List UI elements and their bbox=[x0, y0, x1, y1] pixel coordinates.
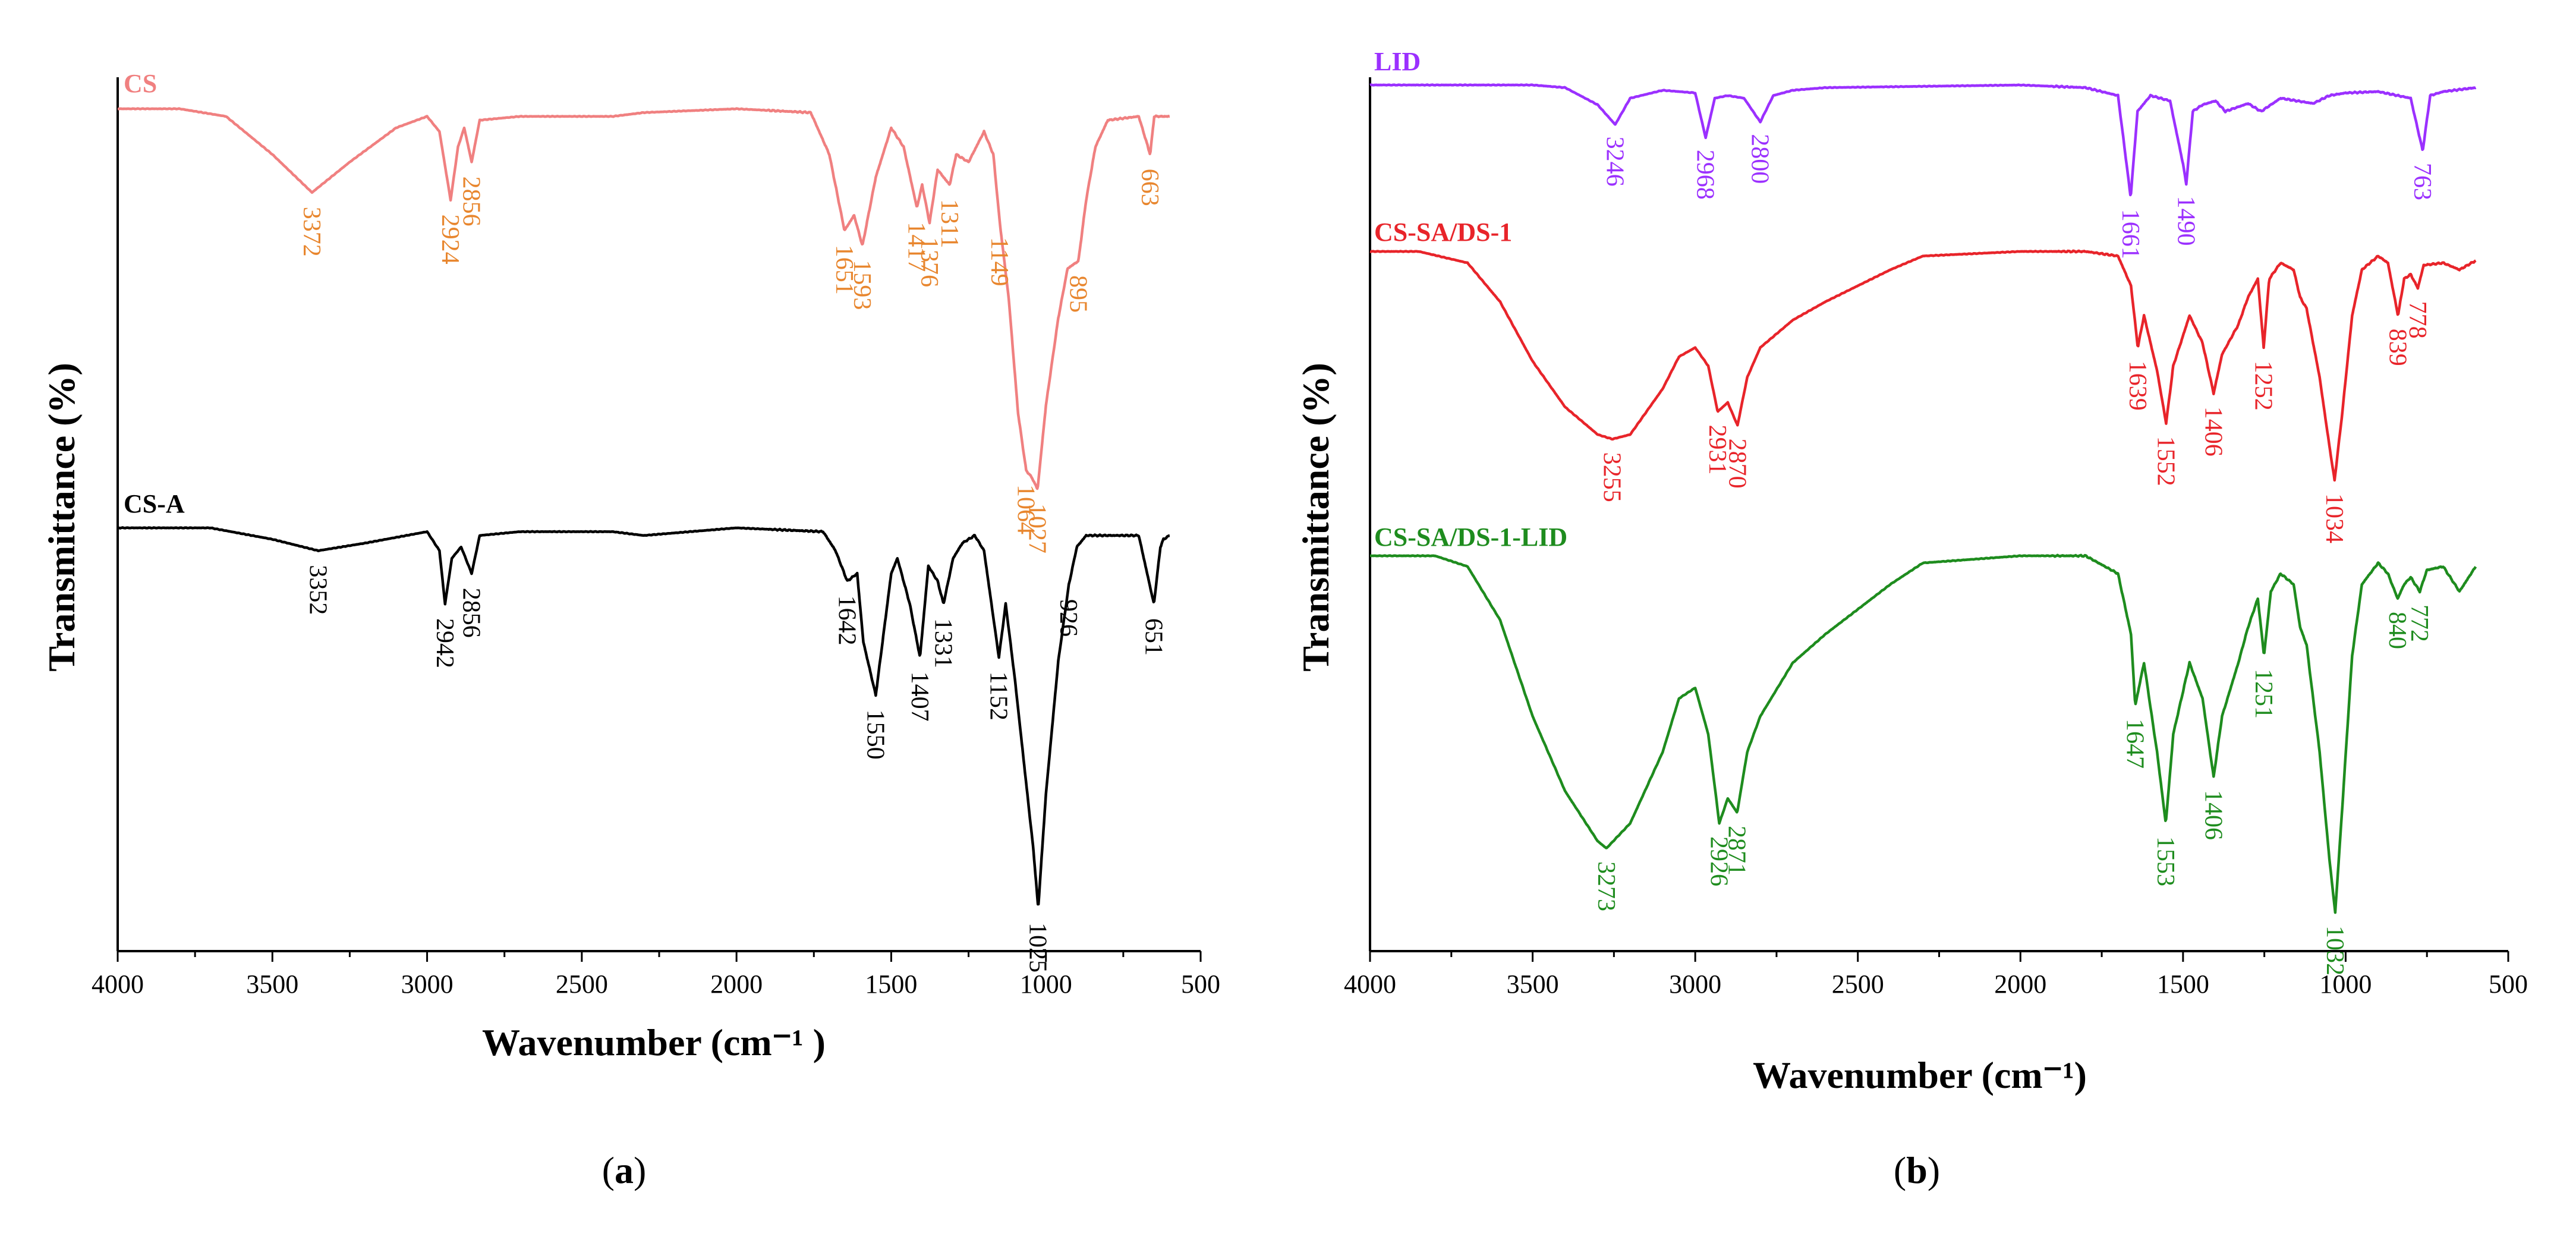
panel-b: 4000 3500 3000 2500 2000 1500 1000 500 LID 3246 2… bbox=[1295, 47, 2528, 1191]
x-ticks-b: 4000 3500 3000 2500 2000 1500 1000 500 bbox=[1344, 951, 2528, 999]
peak-label: 1032 bbox=[2321, 926, 2348, 975]
peak-label: 1642 bbox=[833, 596, 861, 646]
peak-label: 1651 bbox=[830, 245, 858, 295]
spectra-b: LID 3246 2968 2800 1661 1490 763 CS-SA/DS-1 3255… bbox=[1369, 47, 2477, 975]
peak-label: 1550 bbox=[861, 710, 889, 760]
peak-label: 2800 bbox=[1746, 134, 1774, 184]
peak-label: 1639 bbox=[2124, 361, 2151, 411]
peak-label: 1490 bbox=[2172, 196, 2199, 246]
peak-label: 1593 bbox=[848, 260, 876, 310]
spectrum-line-CS-SA/DS-1-LID bbox=[1369, 553, 2477, 914]
peak-label: 1406 bbox=[2199, 790, 2227, 840]
peak-label: 3246 bbox=[1601, 137, 1629, 187]
spectrum-line-CS-SA/DS-1 bbox=[1369, 249, 2477, 482]
peak-label: 2926 bbox=[1705, 836, 1733, 886]
y-axis-title-b: Transmittance (%) bbox=[1295, 363, 1337, 672]
x-tick-label: 3000 bbox=[1669, 970, 1721, 999]
spectrum-line-CS-A bbox=[116, 526, 1171, 906]
series-label: CS-SA/DS-1 bbox=[1374, 218, 1512, 247]
peak-label: 3372 bbox=[298, 207, 325, 257]
peak-label: 663 bbox=[1136, 169, 1163, 206]
x-tick-label: 4000 bbox=[92, 970, 144, 999]
peak-label: 2924 bbox=[436, 215, 464, 265]
x-axis-title-a: Wavenumber (cm⁻¹ ) bbox=[482, 1021, 826, 1063]
peak-label: 895 bbox=[1064, 275, 1091, 313]
panel-label-b: (b) bbox=[1894, 1149, 1940, 1191]
peak-label: 772 bbox=[2405, 605, 2433, 642]
x-tick-label: 3000 bbox=[401, 970, 454, 999]
spectrum-line-CS bbox=[116, 107, 1171, 490]
series-label: LID bbox=[1374, 47, 1421, 76]
peak-label: 1152 bbox=[985, 672, 1012, 720]
peak-label: 2856 bbox=[458, 588, 485, 638]
peak-label: 3352 bbox=[304, 565, 331, 615]
peak-label: 778 bbox=[2404, 301, 2431, 339]
peak-label: 2871 bbox=[1723, 826, 1750, 876]
peak-label: 2870 bbox=[1723, 439, 1750, 489]
series-label: CS-SA/DS-1-LID bbox=[1374, 523, 1567, 552]
x-tick-label: 2500 bbox=[1832, 970, 1884, 999]
peak-label: 2968 bbox=[1692, 150, 1719, 200]
y-axis-title-a: Transmittance (%) bbox=[40, 363, 83, 672]
x-tick-label: 3500 bbox=[246, 970, 298, 999]
series-label: CS bbox=[124, 69, 157, 98]
peak-label: 840 bbox=[2383, 612, 2411, 649]
peak-label: 1552 bbox=[2152, 436, 2179, 486]
peak-label: 1417 bbox=[903, 222, 930, 272]
series-label: CS-A bbox=[124, 489, 185, 518]
spectrum-line-LID bbox=[1369, 83, 2477, 197]
x-tick-label: 2500 bbox=[556, 970, 608, 999]
peak-label: 1376 bbox=[915, 237, 943, 287]
x-tick-label: 4000 bbox=[1344, 970, 1396, 999]
x-tick-label: 500 bbox=[1181, 970, 1220, 999]
x-tick-label: 2000 bbox=[1994, 970, 2046, 999]
peak-label: 1064 bbox=[1012, 484, 1039, 534]
peak-label: 926 bbox=[1054, 599, 1082, 637]
peak-label: 1311 bbox=[936, 199, 963, 248]
peak-label: 1406 bbox=[2199, 407, 2227, 457]
peak-label: 1252 bbox=[2250, 361, 2277, 411]
x-tick-label: 1000 bbox=[2319, 970, 2372, 999]
peak-label: 1331 bbox=[929, 618, 956, 668]
peak-label: 3273 bbox=[1592, 861, 1620, 911]
x-tick-label: 1500 bbox=[2157, 970, 2209, 999]
x-axis-title-b: Wavenumber (cm⁻¹) bbox=[1753, 1054, 2087, 1096]
peak-label: 1149 bbox=[985, 237, 1013, 286]
peak-label: 1661 bbox=[2117, 209, 2144, 259]
panel-label-a: (a) bbox=[602, 1149, 647, 1191]
peak-label: 2942 bbox=[431, 618, 458, 668]
x-tick-label: 1000 bbox=[1020, 970, 1072, 999]
peak-label: 3255 bbox=[1598, 452, 1626, 502]
peak-label: 2931 bbox=[1703, 425, 1731, 475]
peak-label: 2856 bbox=[458, 177, 485, 226]
peak-label: 763 bbox=[2408, 163, 2436, 200]
x-tick-label: 3500 bbox=[1507, 970, 1559, 999]
peak-label: 1407 bbox=[906, 672, 933, 722]
x-tick-label: 1500 bbox=[865, 970, 917, 999]
peak-label: 839 bbox=[2384, 329, 2411, 366]
peak-label: 1025 bbox=[1024, 923, 1051, 973]
panel-a: 4000 3500 3000 2500 2000 1500 1000 500 CS 3372 29… bbox=[40, 69, 1220, 1191]
peak-label: 1647 bbox=[2121, 719, 2148, 769]
peak-label: 1553 bbox=[2152, 836, 2179, 886]
peak-label: 1027 bbox=[1024, 504, 1051, 553]
x-tick-label: 500 bbox=[2489, 970, 2528, 999]
peak-label: 1251 bbox=[2250, 669, 2277, 719]
peak-label: 1034 bbox=[2320, 493, 2348, 543]
peak-label: 651 bbox=[1139, 618, 1167, 656]
x-ticks-a: 4000 3500 3000 2500 2000 1500 1000 500 bbox=[92, 951, 1220, 999]
x-tick-label: 2000 bbox=[710, 970, 763, 999]
